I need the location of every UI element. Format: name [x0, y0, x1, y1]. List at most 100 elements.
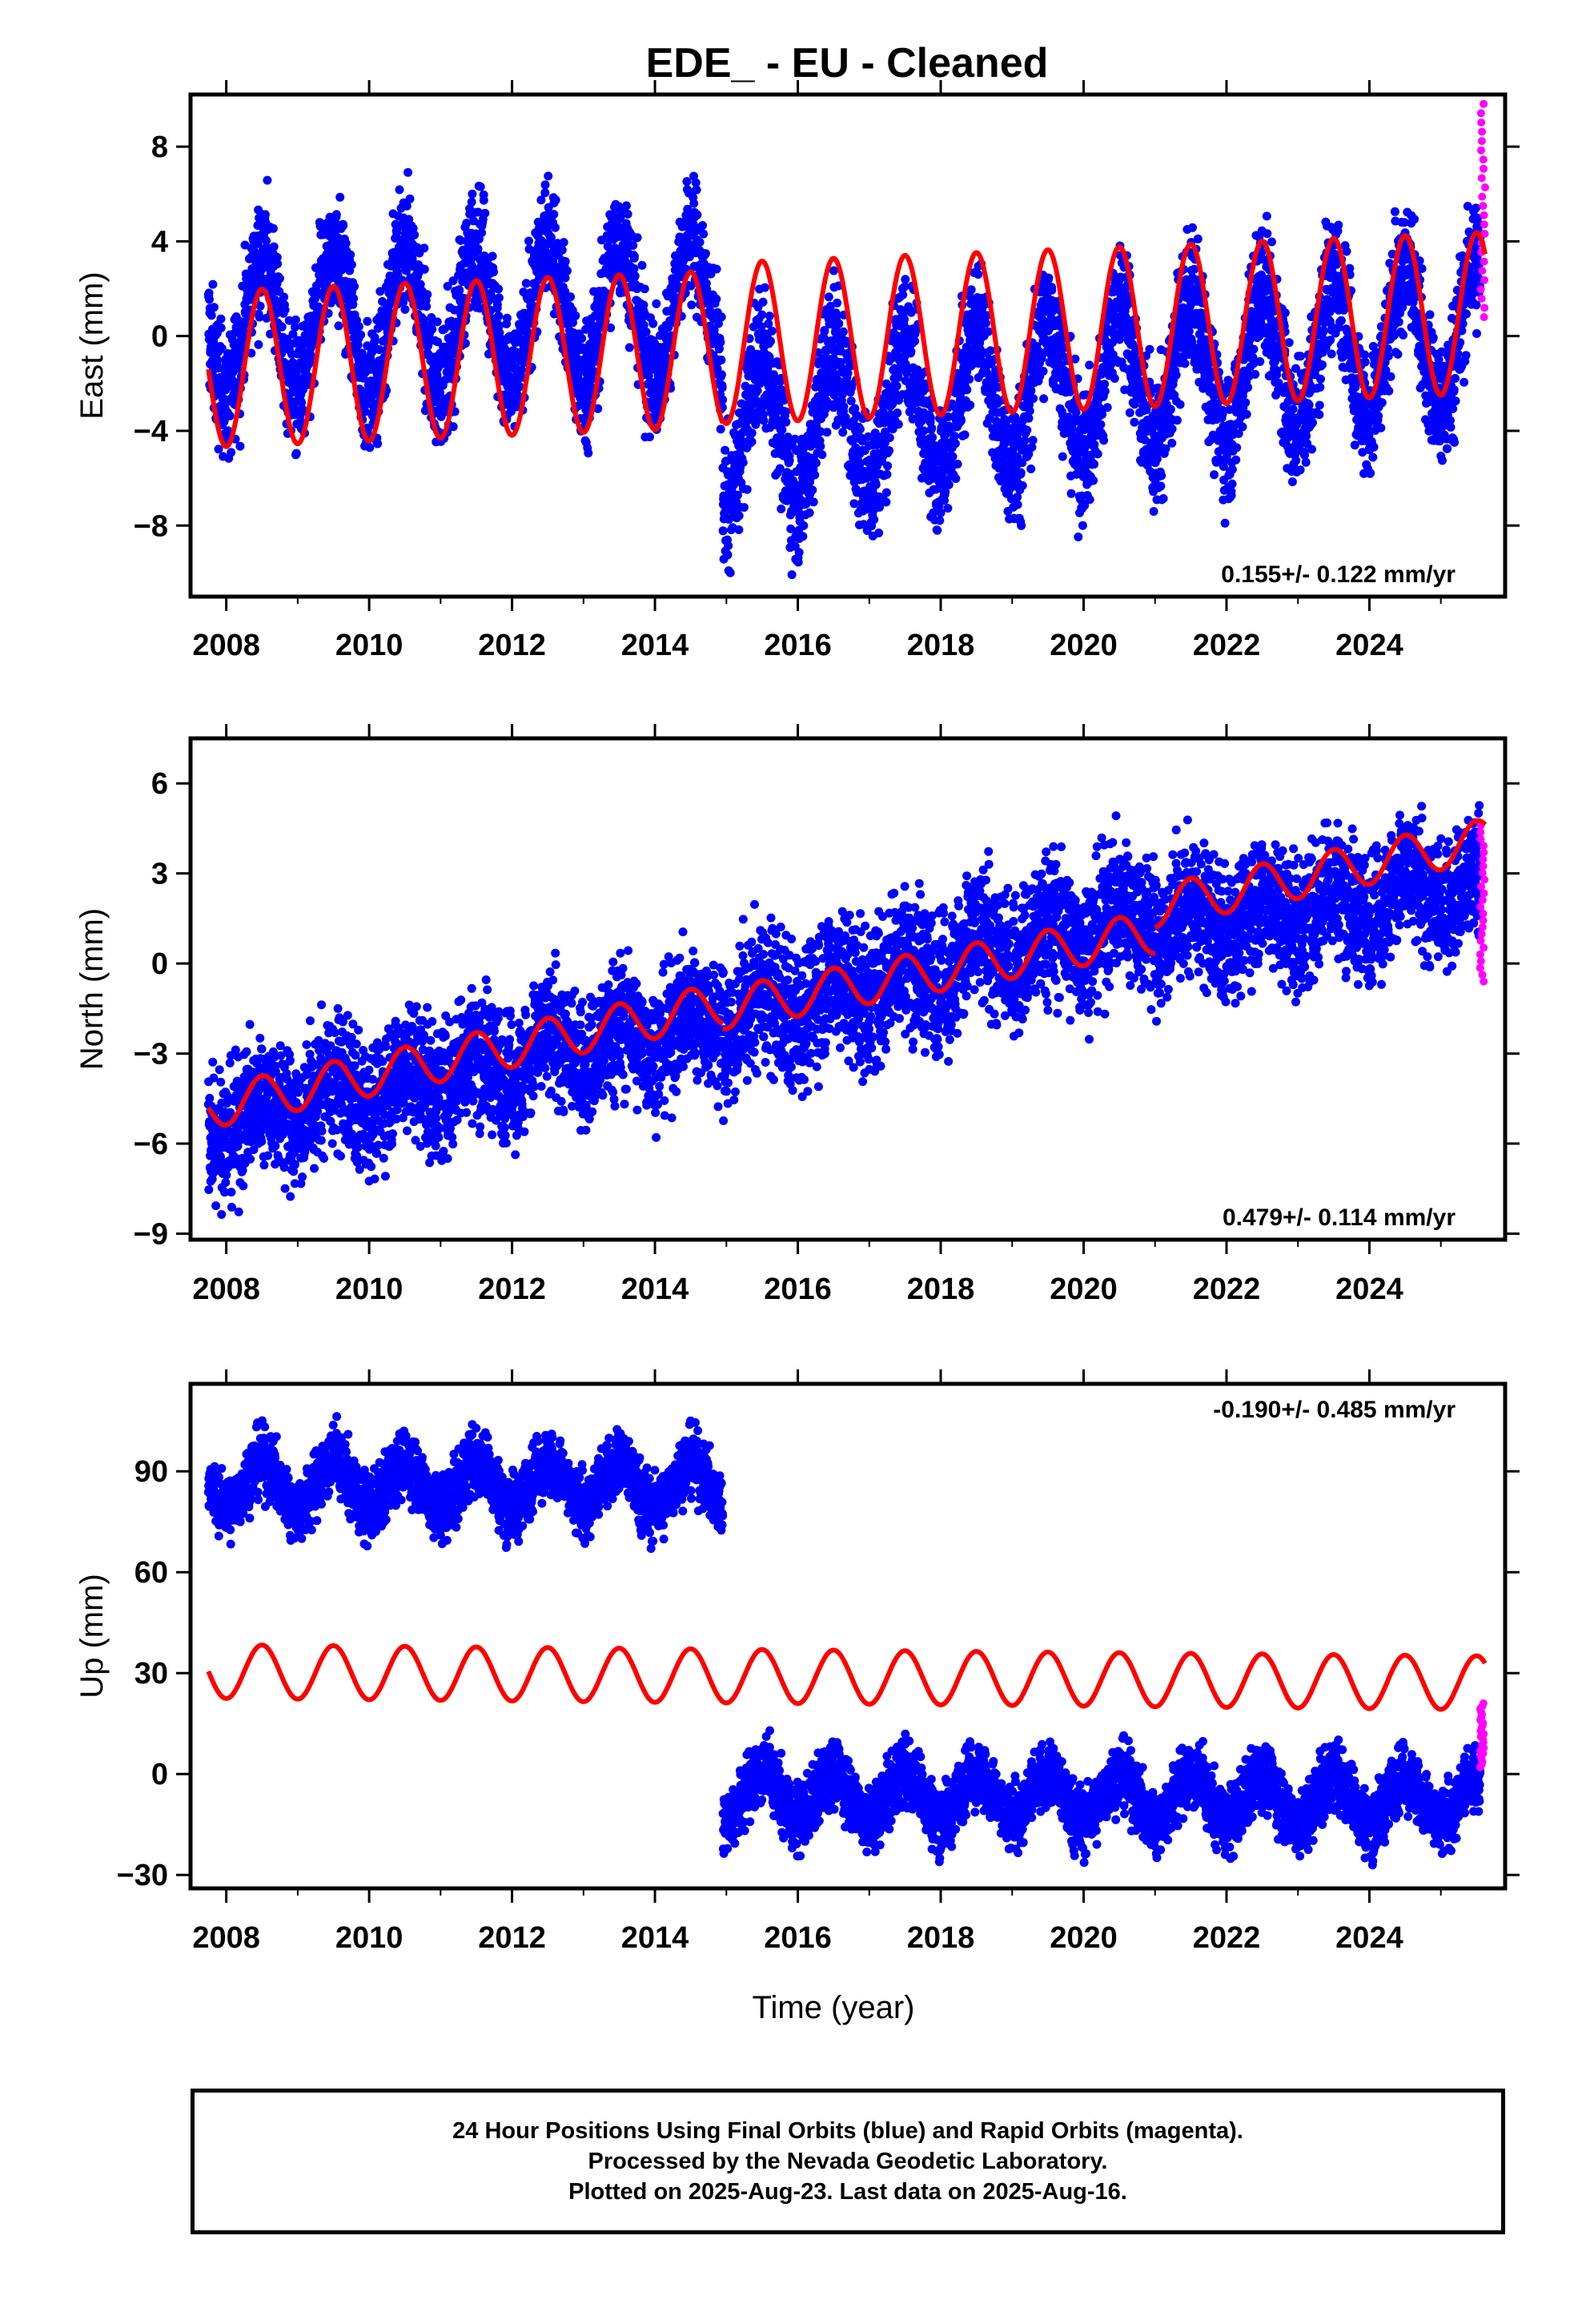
final-point: [1172, 416, 1182, 425]
final-point: [1125, 408, 1134, 417]
final-point: [717, 356, 726, 364]
final-point: [717, 383, 727, 392]
final-point: [404, 167, 412, 177]
final-point: [965, 375, 974, 384]
final-point: [384, 308, 394, 316]
final-point: [717, 370, 726, 380]
final-point: [621, 201, 631, 211]
final-point: [1156, 481, 1166, 491]
final-point: [263, 175, 272, 185]
final-point: [809, 497, 818, 507]
final-point: [822, 428, 832, 437]
final-point: [777, 425, 787, 435]
final-point: [718, 526, 728, 536]
final-point: [742, 485, 752, 494]
final-point: [262, 236, 271, 246]
final-point: [982, 319, 990, 328]
final-point: [1188, 223, 1197, 232]
final-point: [462, 219, 472, 228]
final-point: [871, 480, 881, 489]
final-point: [395, 185, 404, 195]
final-point: [699, 229, 709, 239]
final-point: [544, 171, 553, 181]
final-point: [373, 439, 383, 448]
final-point: [1018, 480, 1027, 490]
final-point: [492, 300, 502, 309]
final-point: [834, 319, 844, 328]
final-point: [217, 344, 227, 353]
final-point: [1220, 518, 1230, 528]
final-point: [1193, 234, 1203, 243]
final-point: [291, 448, 301, 458]
final-point: [1249, 344, 1259, 354]
final-point: [817, 450, 827, 460]
final-point: [477, 228, 487, 238]
final-point: [734, 525, 744, 534]
final-point: [375, 287, 385, 296]
final-point: [874, 529, 884, 537]
final-point: [227, 448, 236, 457]
final-point: [781, 407, 791, 416]
final-point: [1025, 406, 1034, 416]
final-point: [494, 293, 504, 303]
final-point: [1047, 285, 1057, 295]
final-point: [881, 497, 891, 507]
final-point: [1039, 394, 1049, 404]
final-point: [810, 470, 820, 480]
final-point: [473, 207, 483, 217]
final-point: [793, 557, 803, 567]
final-point: [747, 428, 757, 438]
final-point: [820, 327, 829, 336]
final-point: [204, 288, 214, 298]
final-point: [254, 340, 263, 349]
final-point: [893, 408, 902, 418]
final-point: [712, 294, 721, 304]
final-point: [648, 319, 658, 328]
final-point: [701, 249, 710, 259]
final-point: [725, 568, 735, 577]
final-point: [334, 321, 343, 331]
final-point: [280, 305, 290, 315]
final-point: [560, 257, 570, 266]
final-point: [957, 416, 966, 425]
final-point: [781, 417, 791, 427]
final-point: [799, 521, 809, 530]
final-point: [455, 286, 464, 295]
final-point: [260, 210, 270, 219]
final-point: [1074, 533, 1083, 541]
final-point: [716, 337, 725, 347]
final-point: [794, 548, 804, 557]
final-point: [354, 322, 363, 332]
final-point: [1100, 387, 1110, 396]
final-point: [1166, 404, 1175, 414]
final-point: [502, 313, 512, 323]
final-point: [515, 382, 524, 392]
final-point: [1145, 344, 1154, 354]
final-point: [584, 448, 593, 458]
final-point: [1243, 383, 1253, 392]
final-point: [712, 264, 721, 274]
final-point: [824, 292, 833, 302]
final-point: [272, 252, 282, 262]
final-point: [808, 485, 817, 495]
final-point: [935, 516, 945, 525]
final-point: [450, 305, 460, 315]
final-point: [1099, 436, 1109, 445]
final-point: [1242, 409, 1251, 419]
final-point: [214, 444, 223, 454]
final-point: [787, 570, 797, 580]
final-point: [738, 458, 748, 467]
final-point: [489, 267, 498, 277]
final-point: [950, 432, 959, 441]
final-point: [420, 264, 429, 274]
final-point: [255, 301, 265, 311]
final-point: [1175, 400, 1185, 409]
final-point: [882, 469, 892, 479]
final-point: [1180, 359, 1190, 368]
final-point: [624, 343, 634, 352]
final-point: [402, 266, 412, 275]
final-point: [269, 242, 279, 251]
final-point: [1232, 443, 1242, 452]
final-point: [1238, 422, 1247, 432]
